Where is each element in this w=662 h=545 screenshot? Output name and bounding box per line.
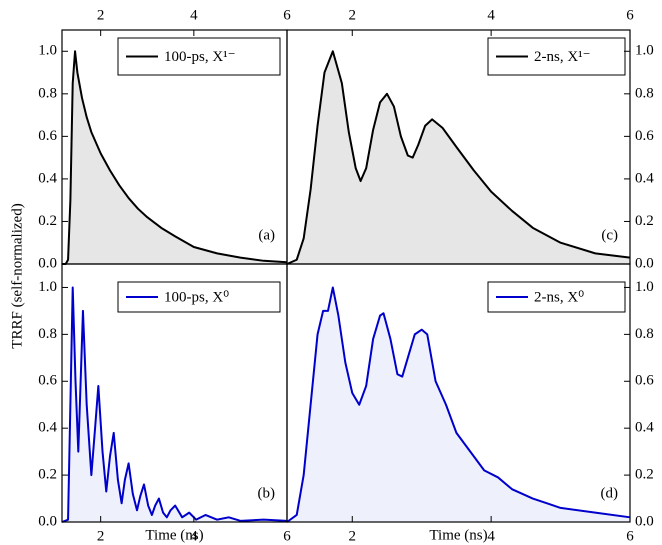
y-tick-label: 0.4 bbox=[38, 420, 57, 436]
area-fill bbox=[62, 51, 287, 264]
panel-label: (d) bbox=[601, 485, 619, 501]
y-tick-label: 0.0 bbox=[38, 255, 57, 271]
x-tick-label: 6 bbox=[283, 528, 291, 544]
y-tick-label: 0.4 bbox=[635, 420, 654, 436]
x-tick-label: 4 bbox=[190, 7, 198, 23]
line bbox=[286, 50, 631, 265]
legend-label: 2-ns, X¹⁻ bbox=[534, 49, 591, 65]
x-tick-label: 4 bbox=[190, 528, 198, 544]
legend-box bbox=[487, 37, 626, 76]
legend-label: 2-ns, X⁰ bbox=[534, 289, 584, 305]
y-tick-label: 0.2 bbox=[635, 213, 654, 229]
y-tick-label: 0.0 bbox=[38, 513, 57, 529]
y-tick-label: 0.8 bbox=[38, 326, 57, 342]
y-tick-label: 0.2 bbox=[635, 467, 654, 483]
x-tick-label: 4 bbox=[487, 528, 495, 544]
y-tick-label: 0.6 bbox=[635, 373, 654, 389]
y-tick-label: 0.4 bbox=[38, 170, 57, 186]
area-fill bbox=[62, 287, 287, 522]
x-tick-label: 2 bbox=[349, 528, 357, 544]
y-tick-label: 1.0 bbox=[38, 43, 57, 59]
x-tick-label: 4 bbox=[487, 7, 495, 23]
x-axis-label: Time (ns) bbox=[145, 527, 203, 543]
y-tick-label: 0.8 bbox=[635, 326, 654, 342]
legend-label: 100-ps, X¹⁻ bbox=[164, 49, 236, 65]
x-tick-label: 2 bbox=[97, 7, 105, 23]
x-tick-label: 6 bbox=[626, 7, 634, 23]
x-tick-label: 6 bbox=[626, 528, 634, 544]
y-tick-label: 1.0 bbox=[635, 43, 654, 59]
panel-label: (c) bbox=[601, 227, 618, 243]
line bbox=[61, 286, 288, 523]
line bbox=[286, 286, 631, 523]
x-tick-label: 2 bbox=[97, 528, 105, 544]
y-tick-label: 0.0 bbox=[635, 255, 654, 271]
y-tick-label: 0.6 bbox=[635, 128, 654, 144]
y-tick-label: 1.0 bbox=[38, 279, 57, 295]
panel-label: (b) bbox=[258, 485, 276, 501]
y-tick-label: 0.0 bbox=[635, 513, 654, 529]
y-tick-label: 0.8 bbox=[635, 85, 654, 101]
legend-box bbox=[117, 37, 281, 76]
panel-frame bbox=[286, 263, 631, 523]
x-tick-label: 6 bbox=[283, 7, 291, 23]
x-axis-label: Time (ns) bbox=[429, 527, 487, 543]
line bbox=[62, 50, 288, 265]
legend-label: 100-ps, X⁰ bbox=[164, 289, 229, 305]
y-tick-label: 0.6 bbox=[38, 373, 57, 389]
y-axis-label: TRRF (self-normalized) bbox=[9, 203, 25, 348]
x-tick-label: 2 bbox=[349, 7, 357, 23]
panel-label: (a) bbox=[258, 227, 275, 243]
y-tick-label: 0.4 bbox=[635, 170, 654, 186]
y-tick-label: 0.2 bbox=[38, 213, 57, 229]
y-tick-label: 0.6 bbox=[38, 128, 57, 144]
area-fill bbox=[287, 51, 630, 264]
y-tick-label: 0.2 bbox=[38, 467, 57, 483]
y-tick-label: 1.0 bbox=[635, 279, 654, 295]
y-tick-label: 0.8 bbox=[38, 85, 57, 101]
